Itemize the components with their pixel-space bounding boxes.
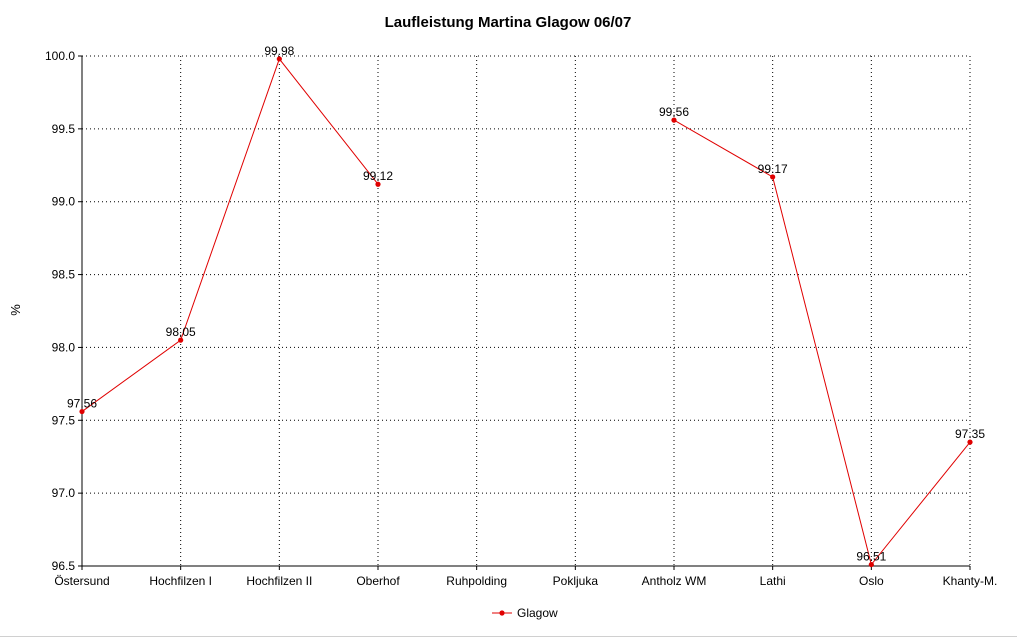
y-tick-label: 97.5 [52, 413, 76, 427]
data-point [375, 181, 381, 187]
series-line [673, 119, 971, 566]
data-point [276, 56, 282, 62]
y-tick-label: 99.0 [52, 195, 76, 209]
data-point [868, 561, 874, 568]
y-tick-label: 99.5 [52, 122, 76, 136]
x-tick-label: Pokljuka [553, 574, 599, 588]
data-point [79, 408, 85, 415]
y-tick-label: 98.0 [52, 340, 76, 354]
y-tick-labels: 96.5 97.0 97.5 98.0 98.5 99.0 99.5 100.0 [45, 49, 75, 573]
x-tick-label: Khanty-M. [943, 574, 998, 588]
data-label: 99.12 [363, 169, 393, 183]
x-tick-label: Ruhpolding [446, 574, 507, 588]
legend-marker [499, 610, 505, 616]
grid [82, 55, 971, 567]
y-tick-label: 98.5 [52, 268, 76, 282]
data-label: 99.17 [758, 162, 788, 176]
axes [78, 55, 971, 570]
y-tick-label: 97.0 [52, 486, 76, 500]
x-tick-label: Oslo [859, 574, 884, 588]
data-label: 97.35 [955, 427, 985, 441]
x-tick-labels: Östersund Hochfilzen I Hochfilzen II Oberho… [54, 574, 997, 588]
y-tick-label: 100.0 [45, 49, 75, 63]
data-point [770, 174, 776, 180]
x-tick-label: Lathi [760, 574, 786, 588]
data-label: 97.56 [67, 397, 97, 411]
x-tick-label: Östersund [54, 574, 109, 588]
data-point [671, 117, 677, 123]
data-label: 99.98 [264, 44, 294, 58]
data-label: 99.56 [659, 105, 689, 119]
x-tick-label: Oberhof [356, 574, 400, 588]
data-point [967, 439, 973, 445]
series-layer: 97.56 98.05 99.98 99.12 99.56 99.17 96.51 97.35 [67, 44, 985, 568]
legend-label: Glagow [517, 606, 558, 620]
x-tick-label: Hochfilzen I [149, 574, 212, 588]
y-axis-label: % [8, 304, 23, 316]
chart-title: Laufleistung Martina Glagow 06/07 [385, 14, 632, 31]
x-tick-label: Hochfilzen II [246, 574, 312, 588]
data-point [178, 337, 184, 343]
data-label: 98.05 [166, 325, 196, 339]
legend: Glagow [492, 606, 558, 620]
y-tick-label: 96.5 [52, 559, 76, 573]
series-line [81, 57, 379, 412]
data-label: 96.51 [856, 550, 886, 564]
x-tick-label: Antholz WM [642, 574, 707, 588]
